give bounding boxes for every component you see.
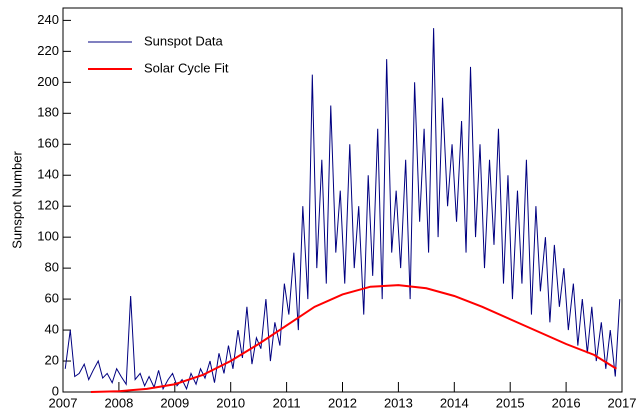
x-tick-label: 2010 xyxy=(216,395,245,409)
y-tick-label: 120 xyxy=(37,198,59,213)
y-tick-label: 200 xyxy=(37,74,59,89)
x-tick-label: 2008 xyxy=(104,395,133,409)
y-tick-label: 180 xyxy=(37,105,59,120)
x-tick-label: 2017 xyxy=(608,395,637,409)
y-axis-title: Sunspot Number xyxy=(9,151,24,249)
y-tick-label: 60 xyxy=(45,291,59,306)
x-tick-label: 2009 xyxy=(160,395,189,409)
y-tick-label: 80 xyxy=(45,260,59,275)
y-tick-label: 40 xyxy=(45,322,59,337)
x-tick-label: 2014 xyxy=(440,395,469,409)
y-tick-label: 220 xyxy=(37,43,59,58)
y-tick-label: 0 xyxy=(52,383,59,398)
y-tick-label: 100 xyxy=(37,229,59,244)
series-line xyxy=(90,284,617,393)
series-line xyxy=(64,28,621,391)
x-tick-label: 2016 xyxy=(552,395,581,409)
y-tick-label: 240 xyxy=(37,12,59,27)
y-tick-label: 160 xyxy=(37,136,59,151)
x-tick-label: 2007 xyxy=(49,395,78,409)
y-tick-label: 20 xyxy=(45,352,59,367)
x-tick-label: 2013 xyxy=(384,395,413,409)
legend-label: Solar Cycle Fit xyxy=(144,60,229,75)
x-tick-label: 2015 xyxy=(496,395,525,409)
x-tick-label: 2011 xyxy=(273,395,301,409)
y-tick-label: 140 xyxy=(37,167,59,182)
legend-label: Sunspot Data xyxy=(144,33,224,48)
x-tick-label: 2012 xyxy=(328,395,357,409)
